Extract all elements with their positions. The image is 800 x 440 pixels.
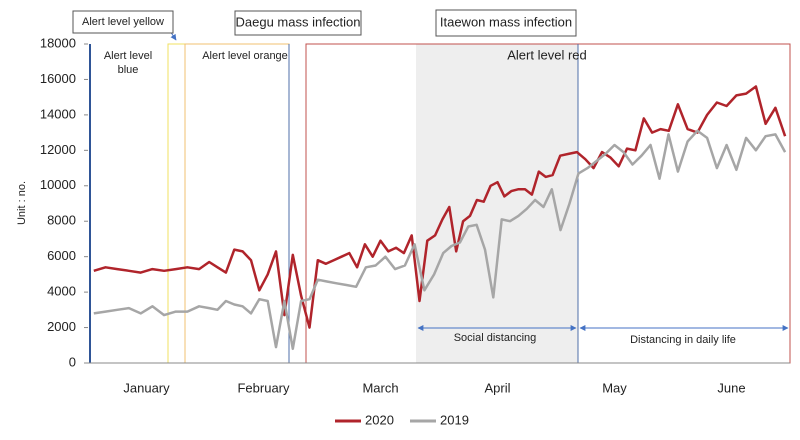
- orange-region: [184, 43, 290, 364]
- y-tick-label: 14000: [40, 106, 76, 121]
- x-tick-label: June: [717, 380, 745, 395]
- x-tick-label: January: [123, 380, 170, 395]
- shaded-period: [416, 44, 578, 363]
- region-label: Alert level orange: [202, 50, 288, 62]
- region-label: Alert level red: [507, 47, 586, 62]
- legend-label: 2020: [365, 412, 394, 427]
- y-tick-label: 8000: [47, 213, 76, 228]
- region-label: blue: [118, 64, 139, 76]
- region-label: Alert level: [104, 50, 152, 62]
- x-tick-label: March: [362, 380, 398, 395]
- period-label: Social distancing: [454, 332, 537, 344]
- y-tick-label: 16000: [40, 71, 76, 86]
- y-tick-label: 12000: [40, 142, 76, 157]
- series-line: [93, 129, 787, 351]
- y-tick-label: 4000: [47, 284, 76, 299]
- y-axis-label: Unit : no.: [16, 181, 28, 225]
- legend-label: 2019: [440, 412, 469, 427]
- event-box: [234, 10, 362, 36]
- y-tick-label: 0: [69, 354, 76, 369]
- event-label: Alert level yellow: [82, 16, 164, 28]
- y-tick-label: 10000: [40, 177, 76, 192]
- y-tick-label: 18000: [40, 35, 76, 50]
- y-tick-label: 6000: [47, 248, 76, 263]
- period-label: Distancing in daily life: [630, 334, 736, 346]
- x-tick-label: May: [602, 380, 627, 395]
- event-box: [72, 10, 174, 34]
- series-line: [93, 85, 787, 329]
- event-label: Daegu mass infection: [235, 14, 360, 29]
- yellow-region: [167, 43, 186, 364]
- x-tick-label: April: [484, 380, 510, 395]
- event-label: Itaewon mass infection: [440, 14, 572, 29]
- event-box: [435, 9, 577, 37]
- y-tick-label: 2000: [47, 319, 76, 334]
- x-tick-label: February: [237, 380, 290, 395]
